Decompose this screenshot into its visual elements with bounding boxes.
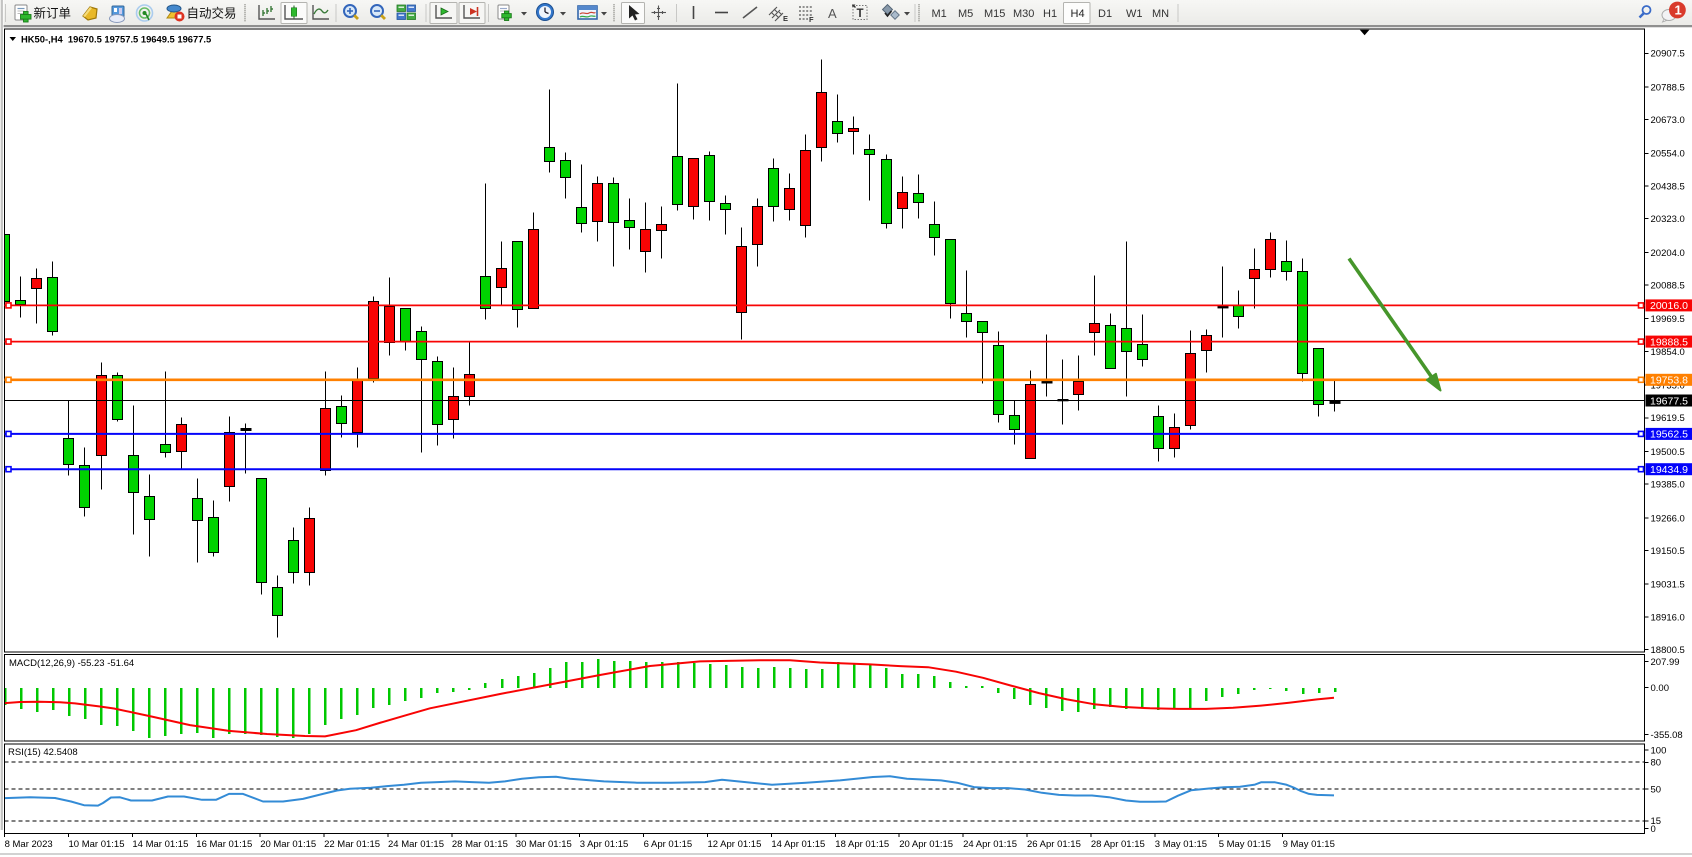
svg-text:10 Mar 01:15: 10 Mar 01:15 — [69, 839, 125, 850]
svg-text:W1: W1 — [1126, 8, 1143, 20]
svg-text:5 May 01:15: 5 May 01:15 — [1219, 839, 1271, 850]
svg-text:HK50-,H4 19670.5 19757.5 1964: HK50-,H4 19670.5 19757.5 19649.5 19677.5 — [21, 34, 211, 45]
svg-text:207.99: 207.99 — [1651, 657, 1680, 668]
svg-text:15: 15 — [1651, 816, 1662, 827]
svg-text:19266.0: 19266.0 — [1651, 513, 1685, 524]
svg-text:20088.5: 20088.5 — [1651, 280, 1685, 291]
svg-text:19562.5: 19562.5 — [1650, 429, 1688, 441]
svg-text:18 Apr 01:15: 18 Apr 01:15 — [835, 839, 889, 850]
svg-text:20788.5: 20788.5 — [1651, 82, 1685, 93]
svg-text:6 Apr 01:15: 6 Apr 01:15 — [644, 839, 693, 850]
svg-text:19150.5: 19150.5 — [1651, 546, 1685, 557]
svg-text:19031.5: 19031.5 — [1651, 580, 1685, 591]
svg-text:50: 50 — [1651, 784, 1662, 795]
svg-text:D1: D1 — [1098, 8, 1112, 20]
svg-text:18916.0: 18916.0 — [1651, 612, 1685, 623]
svg-text:20 Mar 01:15: 20 Mar 01:15 — [260, 839, 316, 850]
svg-text:0.00: 0.00 — [1651, 683, 1670, 694]
svg-text:3 May 01:15: 3 May 01:15 — [1155, 839, 1207, 850]
svg-text:E: E — [783, 14, 788, 23]
svg-text:26 Apr 01:15: 26 Apr 01:15 — [1027, 839, 1081, 850]
svg-text:19500.5: 19500.5 — [1651, 447, 1685, 458]
svg-text:20907.5: 20907.5 — [1651, 49, 1685, 60]
svg-text:24 Mar 01:15: 24 Mar 01:15 — [388, 839, 444, 850]
svg-text:M1: M1 — [932, 8, 947, 20]
svg-text:19677.5: 19677.5 — [1650, 395, 1688, 407]
svg-text:19434.9: 19434.9 — [1650, 464, 1688, 476]
svg-text:MN: MN — [1152, 8, 1169, 20]
svg-text:19969.5: 19969.5 — [1651, 314, 1685, 325]
svg-text:18800.5: 18800.5 — [1651, 645, 1685, 656]
svg-text:3 Apr 01:15: 3 Apr 01:15 — [580, 839, 629, 850]
svg-text:RSI(15) 42.5408: RSI(15) 42.5408 — [8, 747, 78, 758]
svg-text:80: 80 — [1651, 758, 1662, 769]
svg-text:H4: H4 — [1071, 8, 1085, 20]
svg-text:T: T — [857, 8, 864, 20]
svg-text:-355.08: -355.08 — [1651, 730, 1683, 741]
svg-text:H1: H1 — [1043, 8, 1057, 20]
svg-text:20554.0: 20554.0 — [1651, 149, 1685, 160]
svg-text:M30: M30 — [1013, 8, 1034, 20]
svg-text:20016.0: 20016.0 — [1650, 300, 1688, 312]
svg-text:22 Mar 01:15: 22 Mar 01:15 — [324, 839, 380, 850]
svg-text:M5: M5 — [958, 8, 973, 20]
svg-text:F: F — [809, 15, 814, 24]
svg-text:8 Mar 2023: 8 Mar 2023 — [5, 839, 53, 850]
svg-text:28 Mar 01:15: 28 Mar 01:15 — [452, 839, 508, 850]
svg-text:14 Apr 01:15: 14 Apr 01:15 — [771, 839, 825, 850]
svg-text:24 Apr 01:15: 24 Apr 01:15 — [963, 839, 1017, 850]
svg-text:1: 1 — [1675, 3, 1682, 18]
svg-text:12 Apr 01:15: 12 Apr 01:15 — [708, 839, 762, 850]
svg-text:19753.8: 19753.8 — [1650, 375, 1688, 387]
svg-text:20438.5: 20438.5 — [1651, 181, 1685, 192]
svg-text:20 Apr 01:15: 20 Apr 01:15 — [899, 839, 953, 850]
svg-text:19385.0: 19385.0 — [1651, 480, 1685, 491]
svg-text:20673.0: 20673.0 — [1651, 115, 1685, 126]
svg-text:100: 100 — [1651, 746, 1667, 757]
svg-text:19888.5: 19888.5 — [1650, 336, 1688, 348]
svg-text:M15: M15 — [984, 8, 1005, 20]
svg-text:19735.0: 19735.0 — [1651, 381, 1685, 392]
svg-text:30 Mar 01:15: 30 Mar 01:15 — [516, 839, 572, 850]
svg-text:20323.0: 20323.0 — [1651, 214, 1685, 225]
svg-text:19854.0: 19854.0 — [1651, 347, 1685, 358]
svg-text:20204.0: 20204.0 — [1651, 248, 1685, 259]
svg-text:MACD(12,26,9) -55.23 -51.64: MACD(12,26,9) -55.23 -51.64 — [9, 658, 134, 669]
svg-text:0: 0 — [1651, 824, 1656, 835]
svg-text:16 Mar 01:15: 16 Mar 01:15 — [196, 839, 252, 850]
svg-text:新订单: 新订单 — [34, 6, 72, 21]
svg-text:19619.5: 19619.5 — [1651, 413, 1685, 424]
svg-text:28 Apr 01:15: 28 Apr 01:15 — [1091, 839, 1145, 850]
svg-text:14 Mar 01:15: 14 Mar 01:15 — [132, 839, 188, 850]
svg-text:9 May 01:15: 9 May 01:15 — [1283, 839, 1335, 850]
svg-text:自动交易: 自动交易 — [187, 6, 237, 21]
svg-text:A: A — [828, 6, 837, 21]
